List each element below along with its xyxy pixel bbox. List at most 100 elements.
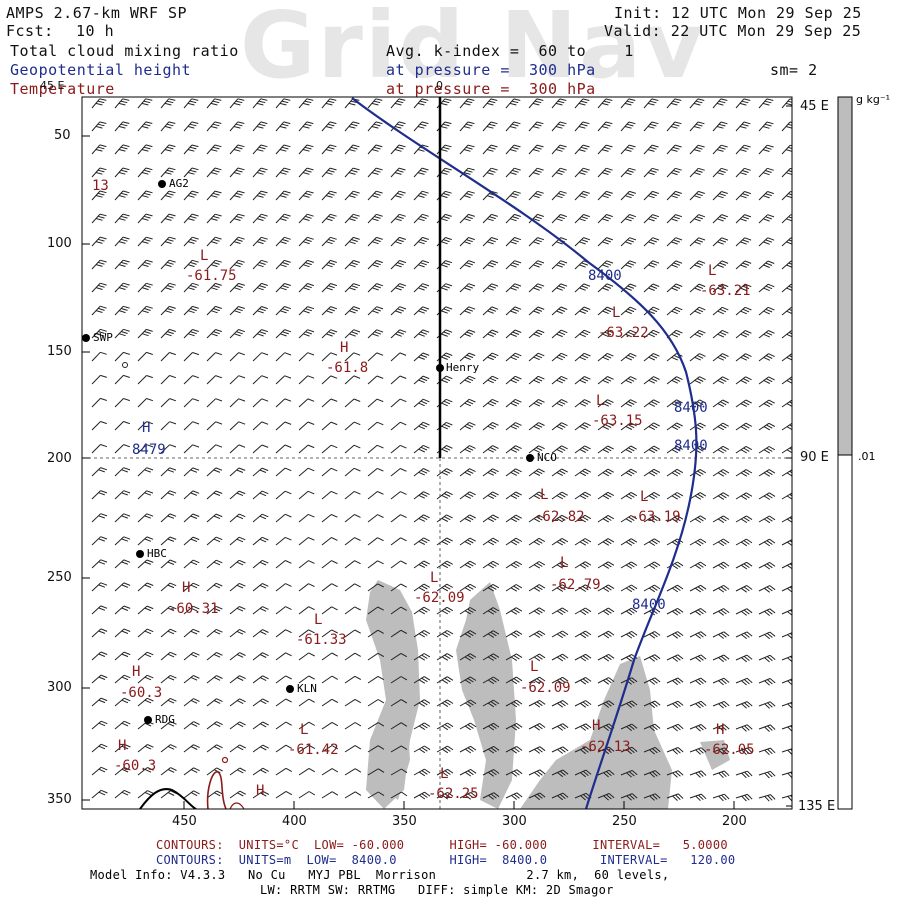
wind-barb <box>114 282 130 293</box>
wind-barb <box>758 191 774 201</box>
wind-barb <box>114 374 130 385</box>
wind-barb <box>367 167 383 178</box>
wind-barb <box>459 630 477 638</box>
wind-barb <box>643 167 659 178</box>
wind-barb <box>689 353 706 362</box>
wind-barb <box>459 237 475 247</box>
wind-barb <box>459 352 476 362</box>
wind-barb <box>758 167 774 178</box>
wind-barb <box>505 560 523 569</box>
footer-temperature-contours: CONTOURS: UNITS=°C LOW= -60.000 HIGH= -6… <box>156 838 728 852</box>
wind-barb <box>620 723 638 732</box>
wind-barb <box>137 513 154 523</box>
wind-barb <box>620 260 637 270</box>
wind-barb <box>160 582 177 592</box>
height-contour-label: 8400 <box>674 400 708 416</box>
y-tick-label: 50 <box>54 128 71 143</box>
wind-barb <box>252 698 269 707</box>
wind-barb <box>666 723 684 732</box>
wind-barb <box>252 98 268 109</box>
wind-barb <box>551 214 567 224</box>
wind-barb <box>689 492 707 500</box>
wind-barb <box>528 468 545 477</box>
wind-barb <box>689 538 707 547</box>
wind-barb <box>344 745 362 753</box>
wind-barb <box>781 191 792 201</box>
wind-barb <box>298 791 316 799</box>
wind-barb <box>91 513 108 523</box>
right-tick-label: 135 E <box>798 799 836 814</box>
wind-barb <box>666 399 683 408</box>
wind-barb <box>436 375 453 385</box>
wind-barb <box>505 260 522 270</box>
wind-barb <box>344 283 361 293</box>
wind-barb <box>597 190 613 201</box>
wind-barb <box>229 559 246 569</box>
wind-barb <box>643 515 661 523</box>
wind-barb <box>666 144 682 155</box>
wind-barb <box>252 559 269 569</box>
wind-barb <box>206 582 223 592</box>
wind-barb <box>252 652 269 661</box>
wind-barb <box>459 121 475 132</box>
wind-barb <box>643 237 660 247</box>
wind-barb <box>206 421 223 431</box>
wind-barb <box>482 375 499 385</box>
wind-barb <box>344 236 360 247</box>
wind-barb <box>413 629 431 638</box>
wind-barb <box>298 652 315 661</box>
wind-barb <box>114 167 130 178</box>
wind-barb <box>436 745 454 754</box>
wind-barb <box>344 490 361 500</box>
wind-barb <box>206 352 223 362</box>
wind-barb <box>206 121 222 132</box>
wind-barb <box>390 121 406 132</box>
wind-barb <box>574 237 591 247</box>
wind-barb <box>344 213 360 224</box>
temp-extremum-value: -61.8 <box>326 360 369 376</box>
wind-barb <box>758 515 776 524</box>
wind-barb <box>574 538 592 546</box>
wind-barb <box>229 606 246 615</box>
wind-barb <box>160 121 176 132</box>
wind-barb <box>91 98 107 109</box>
wind-barb <box>390 606 407 615</box>
wind-barb <box>781 469 792 477</box>
wind-barb <box>206 744 223 753</box>
wind-barb <box>781 492 792 500</box>
wind-barb <box>551 537 569 546</box>
wind-barb <box>344 352 361 362</box>
wind-barb <box>413 421 430 431</box>
wind-barb <box>275 490 292 500</box>
wind-barb <box>436 676 454 684</box>
wind-barb <box>597 514 615 523</box>
wind-barb <box>666 468 684 477</box>
wind-barb <box>298 767 316 776</box>
wind-barb <box>574 746 592 755</box>
wind-barb <box>229 190 245 201</box>
wind-barb <box>482 745 500 754</box>
wind-barb <box>229 121 245 132</box>
wind-barb <box>758 144 774 155</box>
wind-barb <box>114 351 130 362</box>
wind-barb <box>689 561 707 570</box>
wind-barb <box>275 259 291 270</box>
wind-barb <box>689 422 706 431</box>
wind-barb <box>643 631 661 639</box>
wind-barb <box>91 651 108 661</box>
wind-barb <box>436 653 454 661</box>
temp-extremum-value: -63.22 <box>598 325 649 341</box>
wind-barb <box>344 306 361 316</box>
wind-barb <box>735 585 753 593</box>
wind-barb <box>160 444 177 454</box>
wind-barb <box>298 259 314 270</box>
wind-barb <box>735 283 752 293</box>
wind-barb <box>643 793 661 801</box>
wind-barb <box>459 98 475 109</box>
wind-barb <box>459 421 476 431</box>
valid-time: Valid: 22 UTC Mon 29 Sep 25 <box>604 22 862 40</box>
wind-barb <box>597 306 614 316</box>
wind-barb <box>620 214 637 224</box>
wind-barb <box>114 766 131 776</box>
wind-barb <box>367 652 385 661</box>
